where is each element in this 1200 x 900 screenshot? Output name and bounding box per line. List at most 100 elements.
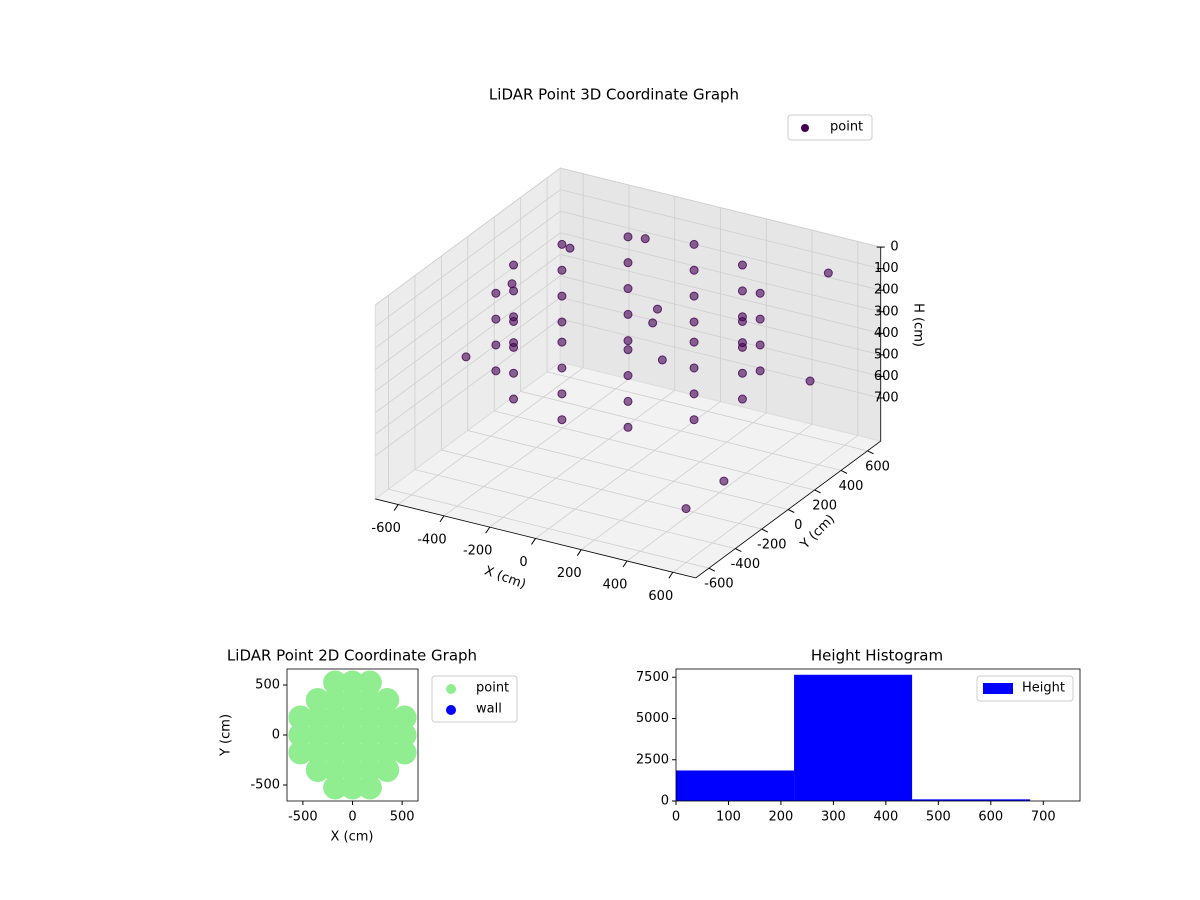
point <box>689 317 699 327</box>
x-tick-label: 400 <box>873 810 898 825</box>
point <box>623 422 633 432</box>
point <box>805 376 815 386</box>
plot-area <box>288 670 417 800</box>
point <box>357 688 382 712</box>
y-tick-label: -500 <box>250 778 280 793</box>
point <box>323 740 348 765</box>
legend-label: point <box>830 120 863 135</box>
point <box>737 312 747 322</box>
y-tick-label: 5000 <box>636 711 669 726</box>
legend-marker <box>983 683 1013 694</box>
point <box>509 394 519 404</box>
point <box>323 723 348 747</box>
x-tick-label: -200 <box>463 544 493 559</box>
point <box>323 758 348 782</box>
point <box>623 371 633 381</box>
grid-line <box>375 167 881 306</box>
grid-line <box>375 210 881 349</box>
point <box>557 415 567 425</box>
z-tick-label: 500 <box>874 347 899 362</box>
y-tick-label: -400 <box>731 557 761 572</box>
bar <box>912 799 1031 801</box>
tick-mark <box>867 450 874 455</box>
z-tick-label: 700 <box>874 390 899 405</box>
y-tick-label: 600 <box>865 459 890 474</box>
x-tick-label: 600 <box>978 810 1003 825</box>
point <box>689 337 699 347</box>
point <box>357 670 382 695</box>
tick-mark <box>787 509 795 513</box>
x-tick-label: 200 <box>557 566 582 581</box>
point <box>737 260 747 270</box>
point <box>288 723 313 747</box>
point <box>755 314 765 324</box>
point <box>357 723 382 747</box>
point <box>509 312 519 322</box>
point <box>755 340 765 350</box>
bar <box>676 770 795 801</box>
point <box>565 243 575 253</box>
point <box>340 758 365 782</box>
legend-label: point <box>476 681 509 696</box>
point <box>623 232 633 242</box>
point <box>737 394 747 404</box>
point <box>689 363 699 373</box>
point <box>340 775 365 800</box>
point <box>288 740 313 765</box>
point <box>509 286 519 296</box>
point <box>375 705 400 730</box>
x-tick-label: 500 <box>390 810 415 825</box>
x-tick-label: 100 <box>716 810 741 825</box>
point <box>323 775 348 800</box>
point <box>340 723 365 747</box>
chart-title: LiDAR Point 2D Coordinate Graph <box>227 647 477 665</box>
tick-mark <box>576 549 582 556</box>
point <box>323 670 348 695</box>
y-tick-label: 200 <box>812 498 837 513</box>
point <box>557 337 567 347</box>
point <box>623 396 633 406</box>
point <box>557 389 567 399</box>
x-tick-label: -400 <box>417 532 447 547</box>
point <box>357 758 382 782</box>
point <box>509 260 519 270</box>
point <box>357 775 382 800</box>
point <box>755 288 765 298</box>
point <box>623 345 633 355</box>
legend-box <box>976 675 1074 702</box>
point <box>357 740 382 765</box>
x-tick-label: 0 <box>519 555 527 570</box>
tick-mark <box>531 538 536 545</box>
z-tick-label: 600 <box>874 369 899 384</box>
point <box>623 309 633 319</box>
z-axis-label: H (cm) <box>911 303 926 347</box>
point <box>689 291 699 301</box>
point <box>340 670 365 695</box>
point <box>375 688 400 712</box>
x-tick-label: 500 <box>926 810 951 825</box>
point <box>491 366 501 376</box>
tick-mark <box>708 567 716 572</box>
x-tick-label: -600 <box>371 521 401 536</box>
point <box>689 415 699 425</box>
point <box>557 239 567 249</box>
z-tick-label: 200 <box>874 283 899 298</box>
point <box>305 723 330 747</box>
x-tick-label: 700 <box>1031 810 1056 825</box>
point <box>305 740 330 765</box>
point <box>491 340 501 350</box>
x-tick-label: -500 <box>288 810 318 825</box>
point <box>719 476 729 486</box>
x-tick-label: 200 <box>769 810 794 825</box>
y-tick-label: 0 <box>272 728 280 743</box>
point <box>652 304 662 314</box>
tick-mark <box>814 489 821 494</box>
point <box>823 268 833 278</box>
tick-mark <box>761 528 769 533</box>
legend-label: Height <box>1022 681 1065 696</box>
point <box>623 336 633 346</box>
x-axis <box>375 498 696 579</box>
point <box>557 363 567 373</box>
y-tick-label: 7500 <box>636 670 669 685</box>
y-tick-label: 2500 <box>636 752 669 767</box>
